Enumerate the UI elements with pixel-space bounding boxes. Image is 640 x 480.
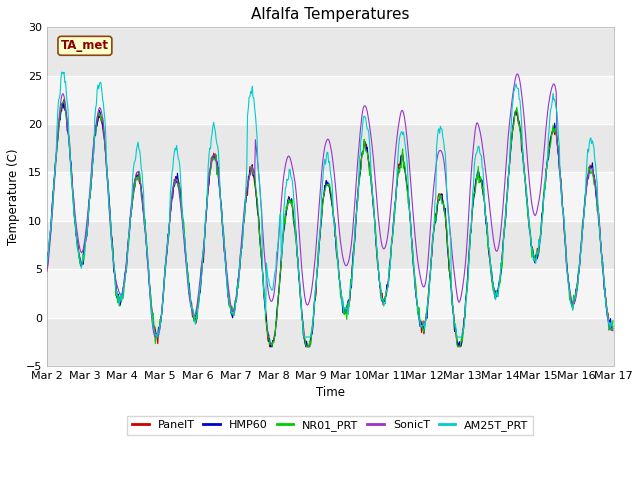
Line: SonicT: SonicT: [47, 74, 613, 337]
Bar: [47, 27, 614, 76]
Bar: [47, 172, 614, 221]
Y-axis label: Temperature (C): Temperature (C): [7, 148, 20, 245]
Text: TA_met: TA_met: [61, 39, 109, 52]
Title: Alfalfa Temperatures: Alfalfa Temperatures: [251, 7, 410, 22]
X-axis label: Time: Time: [316, 386, 345, 399]
Line: AM25T_PRT: AM25T_PRT: [47, 72, 613, 337]
Bar: [47, 124, 614, 172]
Bar: [47, 221, 614, 269]
Line: HMP60: HMP60: [47, 102, 613, 347]
Bar: [47, 269, 614, 318]
Legend: PanelT, HMP60, NR01_PRT, SonicT, AM25T_PRT: PanelT, HMP60, NR01_PRT, SonicT, AM25T_P…: [127, 416, 533, 435]
Line: PanelT: PanelT: [47, 99, 613, 347]
Bar: [47, 76, 614, 124]
Bar: [47, 318, 614, 366]
Line: NR01_PRT: NR01_PRT: [47, 102, 613, 347]
